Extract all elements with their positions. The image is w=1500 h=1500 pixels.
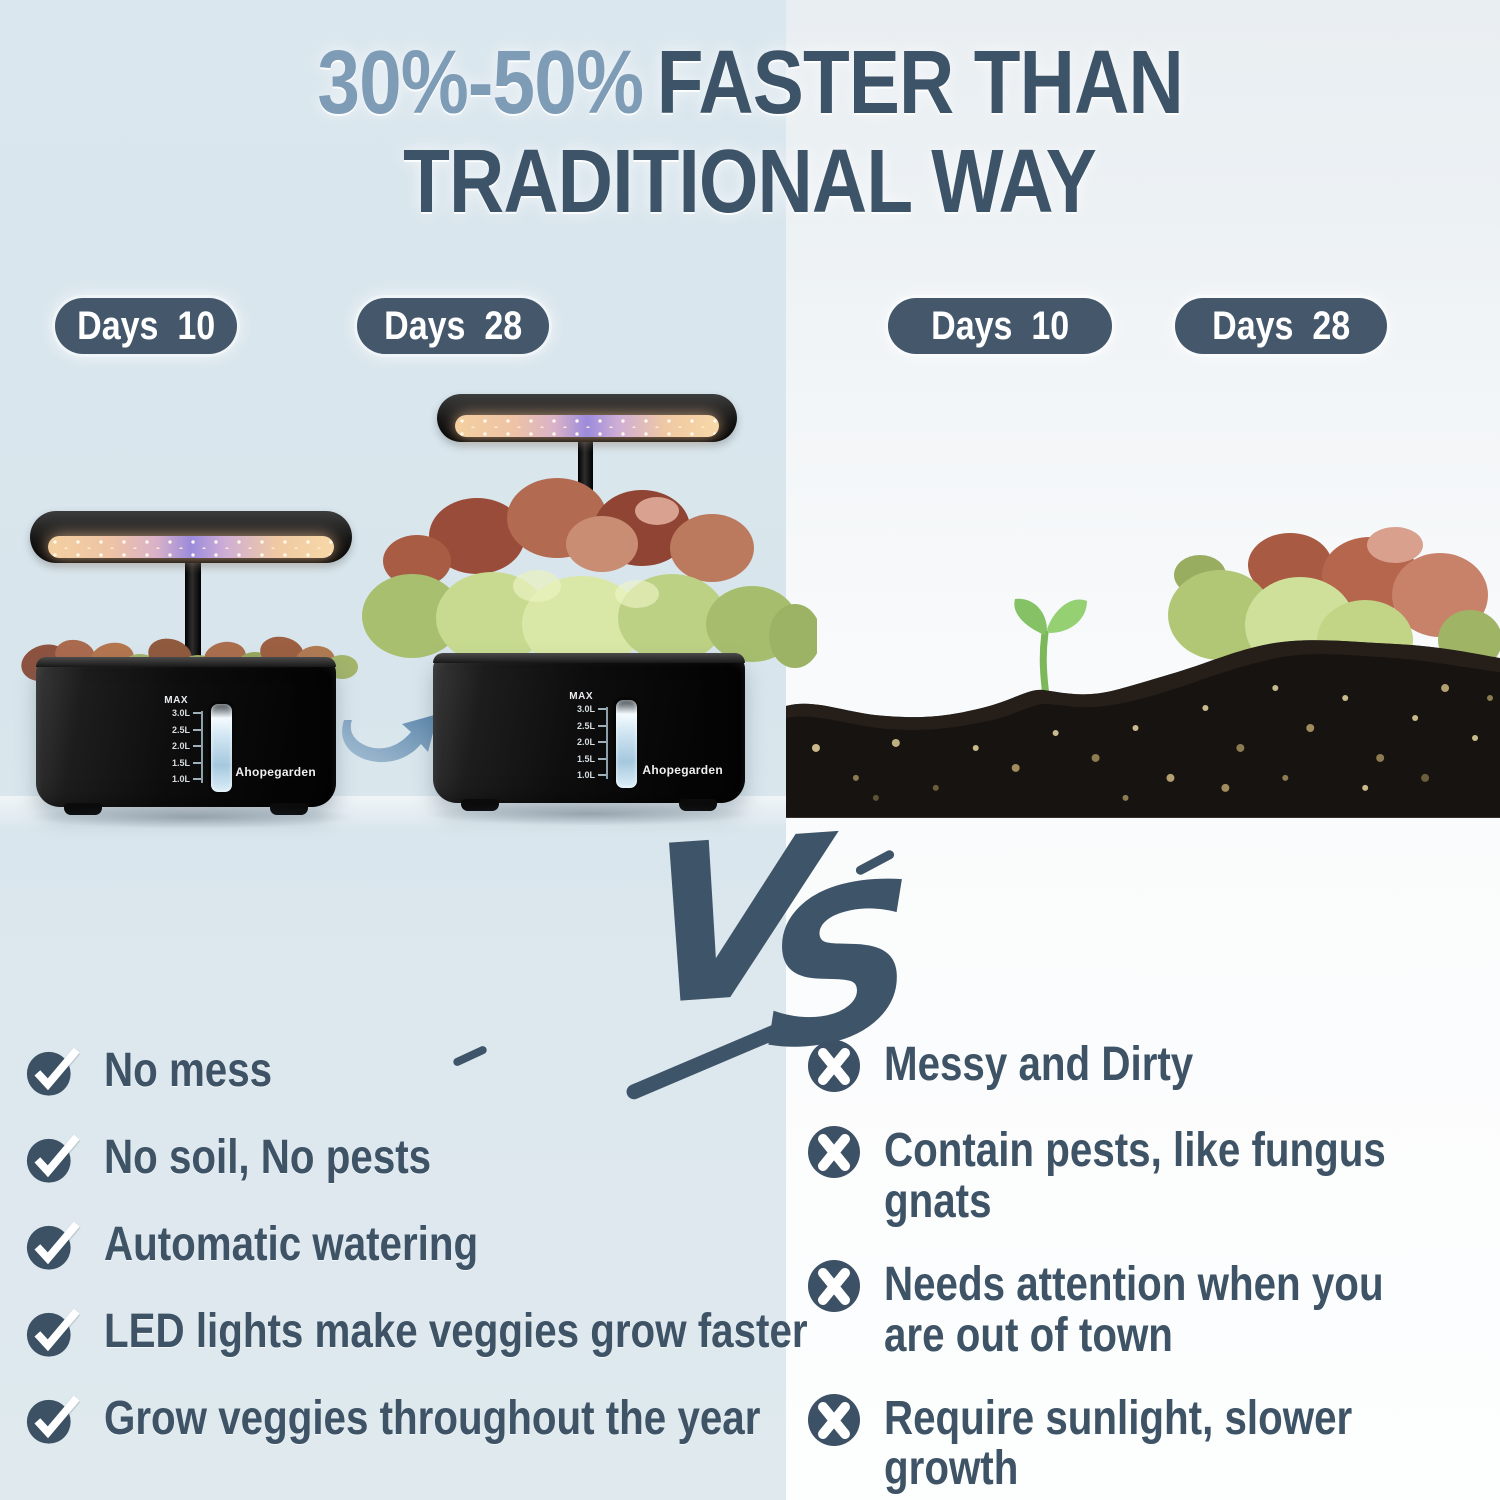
con-item-label: Messy and Dirty xyxy=(884,1038,1194,1091)
pro-item: Grow veggies throughout the year xyxy=(26,1392,786,1448)
led-strip xyxy=(455,415,719,437)
water-level-tick-label: 3.0L xyxy=(171,708,190,718)
tub-shadow xyxy=(28,805,358,829)
lettuce-illustration xyxy=(362,478,817,672)
title-highlight: 30%-50% xyxy=(317,33,644,133)
water-level-gauge: MAX 3.0L 2.5L 2.0L 1.5L 1.0L xyxy=(146,695,238,795)
con-item-label: Contain pests, like fungus gnats xyxy=(884,1124,1386,1228)
con-item: Messy and Dirty xyxy=(806,1038,1500,1094)
x-icon xyxy=(806,1038,862,1094)
tub-foot xyxy=(679,799,717,811)
con-item-label: Require sunlight, slower growth xyxy=(884,1391,1353,1496)
water-level-tick-label: 2.5L xyxy=(576,720,595,731)
gauge-ruler-line xyxy=(606,707,608,779)
con-item: Needs attention when you are out of town xyxy=(806,1258,1500,1362)
water-level-tick-label: 2.0L xyxy=(576,737,595,747)
gauge-ruler-line xyxy=(201,711,203,783)
led-strip xyxy=(48,536,334,558)
con-item-label: Needs attention when you are out of town xyxy=(884,1257,1384,1362)
tick-mark xyxy=(193,745,202,747)
check-icon xyxy=(26,1305,82,1361)
tick-mark xyxy=(193,712,202,714)
brand-logo-text: Ahopegarden xyxy=(642,763,723,777)
tick-mark xyxy=(193,778,202,780)
water-level-tick-label: 2.0L xyxy=(171,741,190,751)
title-line-2: TRADITIONAL WAY xyxy=(403,132,1098,232)
pro-item-label: Automatic watering xyxy=(104,1218,479,1271)
x-icon xyxy=(806,1124,862,1180)
pro-item: No soil, No pests xyxy=(26,1131,786,1187)
pro-item-label: LED lights make veggies grow faster xyxy=(104,1305,808,1358)
tub-shadow xyxy=(425,802,755,826)
pro-item: Automatic watering xyxy=(26,1218,786,1274)
water-window xyxy=(208,701,235,795)
growth-arrow-icon xyxy=(342,714,438,763)
water-level-max-label: MAX xyxy=(569,691,593,702)
led-light-bar-icon xyxy=(437,394,737,442)
soil-photo xyxy=(786,640,1500,818)
day-pill-soil-28: Days 28 xyxy=(1175,298,1387,354)
hydroponic-device-day10: MAX 3.0L 2.5L 2.0L 1.5L 1.0L Ahopegarden xyxy=(21,505,358,835)
x-icon xyxy=(806,1258,862,1314)
pro-item-label: No soil, No pests xyxy=(104,1131,432,1184)
check-icon xyxy=(26,1218,82,1274)
main-title: 30%-50% FASTER THAN TRADITIONAL WAY xyxy=(0,34,1500,232)
pros-list: No mess No soil, No pests xyxy=(26,1044,808,1479)
water-level-gauge: MAX 3.0L 2.5L 2.0L 1.5L 1.0L xyxy=(551,691,643,791)
planter-tub: MAX 3.0L 2.5L 2.0L 1.5L 1.0L Ahopegarden xyxy=(433,653,745,811)
tick-mark xyxy=(598,708,607,710)
water-level-tick-label: 1.0L xyxy=(171,774,190,784)
cons-list: Messy and Dirty Contain pests, like fung… xyxy=(806,1038,1500,1500)
soil-speckles xyxy=(811,684,1494,801)
led-light-bar-icon xyxy=(30,511,352,563)
con-item: Require sunlight, slower growth xyxy=(806,1392,1500,1496)
water-level-tick-label: 1.5L xyxy=(171,757,190,768)
tick-mark xyxy=(598,741,607,743)
title-line-1: 30%-50% FASTER THAN xyxy=(0,34,1500,133)
hydroponic-device-day28: MAX 3.0L 2.5L 2.0L 1.5L 1.0L Ahopegarden xyxy=(362,388,817,833)
tub-foot xyxy=(64,803,102,815)
pro-item: LED lights make veggies grow faster xyxy=(26,1305,808,1361)
pro-item-label: Grow veggies throughout the year xyxy=(104,1392,761,1445)
water-level-tick-label: 2.5L xyxy=(171,724,190,735)
x-icon xyxy=(806,1392,862,1448)
tick-mark xyxy=(598,757,607,760)
day-pill-soil-10: Days 10 xyxy=(888,298,1112,354)
con-item: Contain pests, like fungus gnats xyxy=(806,1124,1500,1228)
water-window xyxy=(613,697,640,791)
water-level-max-label: MAX xyxy=(164,695,188,706)
day-pill-hydro-10: Days 10 xyxy=(55,298,237,354)
pro-item: No mess xyxy=(26,1044,786,1100)
water-level-tick-label: 1.5L xyxy=(576,753,595,764)
planter-tub: MAX 3.0L 2.5L 2.0L 1.5L 1.0L Ahopegarden xyxy=(36,657,336,815)
tick-mark xyxy=(193,728,202,731)
day-pill-hydro-28: Days 28 xyxy=(357,298,549,354)
tub-foot xyxy=(461,799,499,811)
pro-item-label: No mess xyxy=(104,1044,273,1097)
water-level-tick-label: 3.0L xyxy=(576,704,595,714)
title-rest: FASTER THAN xyxy=(656,33,1184,133)
tub-foot xyxy=(270,803,308,815)
check-icon xyxy=(26,1131,82,1187)
check-icon xyxy=(26,1044,82,1100)
tick-mark xyxy=(598,724,607,727)
water-level-tick-label: 1.0L xyxy=(576,770,595,780)
brand-logo-text: Ahopegarden xyxy=(235,765,316,779)
tick-mark xyxy=(193,761,202,764)
tick-mark xyxy=(598,774,607,776)
check-icon xyxy=(26,1392,82,1448)
